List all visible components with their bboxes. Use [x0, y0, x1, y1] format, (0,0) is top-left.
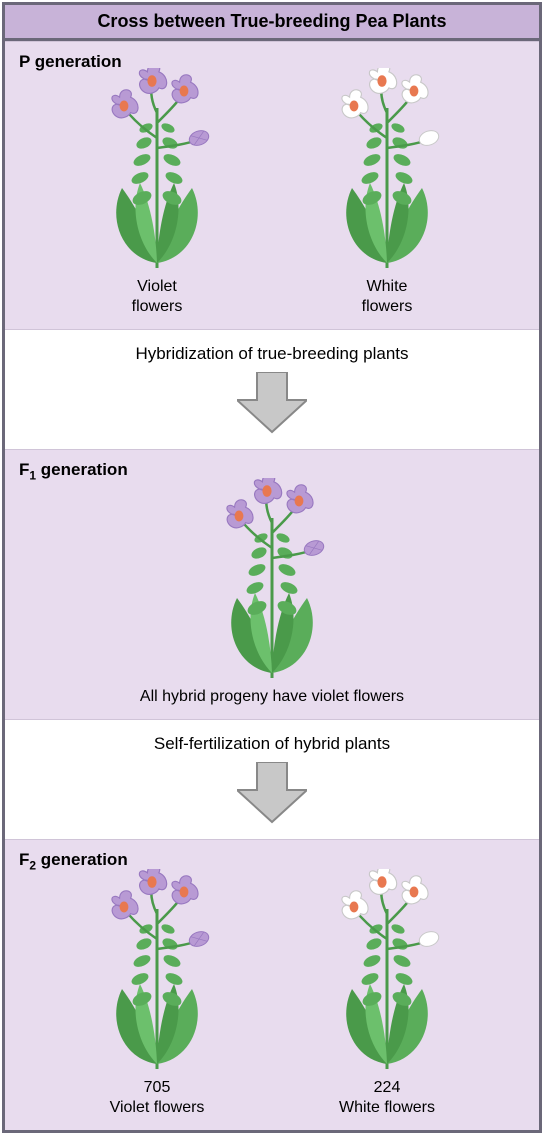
p-white-plant: White flowers [297, 68, 477, 317]
transition-hybridization: Hybridization of true-breeding plants [5, 329, 539, 449]
transition-self-fertilization: Self-fertilization of hybrid plants [5, 719, 539, 839]
transition-1-text: Hybridization of true-breeding plants [5, 344, 539, 364]
f2-generation-plants: 705 Violet flowers 224 White flowers [19, 869, 525, 1118]
p-violet-caption: Violet flowers [67, 277, 247, 317]
f2-violet-caption: 705 Violet flowers [67, 1078, 247, 1118]
pea-plant-violet-icon [82, 869, 232, 1074]
pea-plant-white-icon [312, 869, 462, 1074]
f1-generation-panel: F1 generation All hybrid progeny have vi… [5, 449, 539, 719]
transition-2-text: Self-fertilization of hybrid plants [5, 734, 539, 754]
f1-violet-plant: All hybrid progeny have violet flowers [19, 478, 525, 707]
f2-white-caption: 224 White flowers [297, 1078, 477, 1118]
down-arrow-icon [237, 372, 307, 434]
pea-plant-violet-icon [197, 478, 347, 683]
p-generation-panel: P generation Violet flowers White flower… [5, 41, 539, 329]
title-text: Cross between True-breeding Pea Plants [97, 11, 446, 31]
f1-generation-plants: All hybrid progeny have violet flowers [19, 478, 525, 707]
p-generation-plants: Violet flowers White flowers [19, 68, 525, 317]
f2-violet-plant: 705 Violet flowers [67, 869, 247, 1118]
p-violet-plant: Violet flowers [67, 68, 247, 317]
f1-caption: All hybrid progeny have violet flowers [19, 687, 525, 707]
f2-generation-panel: F2 generation 705 Violet flowers 224 Whi… [5, 839, 539, 1129]
p-white-caption: White flowers [297, 277, 477, 317]
down-arrow-icon [237, 762, 307, 824]
diagram-container: Cross between True-breeding Pea Plants P… [2, 2, 542, 1133]
title-bar: Cross between True-breeding Pea Plants [5, 5, 539, 41]
pea-plant-white-icon [312, 68, 462, 273]
f2-white-plant: 224 White flowers [297, 869, 477, 1118]
pea-plant-violet-icon [82, 68, 232, 273]
